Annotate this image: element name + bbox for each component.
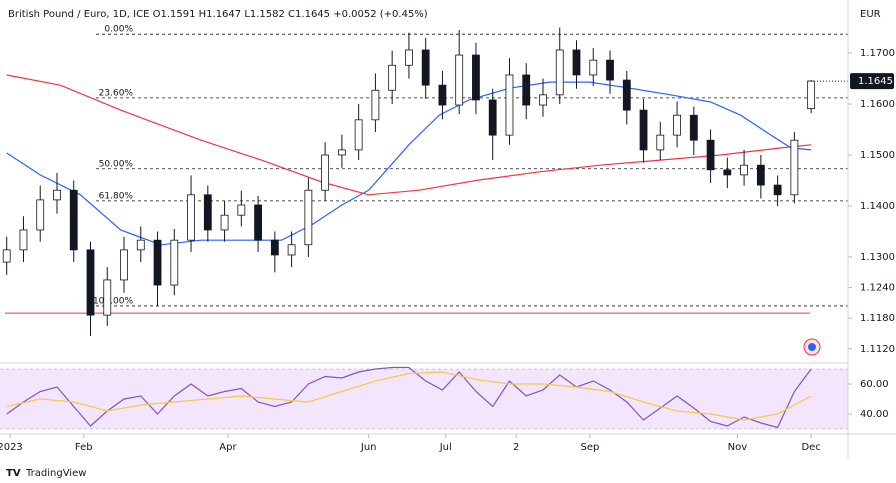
candle-body: [304, 189, 313, 246]
y-tick-label: 1.1240: [860, 283, 895, 294]
candle-body: [639, 109, 648, 151]
candle-body: [170, 239, 179, 286]
candle-body: [438, 84, 447, 106]
candle-body: [572, 49, 581, 76]
currency: EUR: [860, 9, 881, 20]
candle-body: [622, 79, 631, 111]
candle-body: [388, 64, 397, 91]
candle-body: [555, 49, 564, 96]
panes: 1.1700 1.1600 1.1500 1.1400 1.1300 1.1240 1.11…: [0, 25, 895, 453]
candle-body: [405, 49, 413, 66]
candle-body: [589, 59, 598, 76]
line-series: [6, 366, 812, 429]
x-tick-label: Dec: [801, 442, 820, 453]
candle-body: [656, 134, 665, 151]
candle-body: [220, 214, 229, 231]
y-tick-label: 1.1300: [860, 252, 895, 263]
candle-body: [790, 139, 799, 196]
candle-body: [522, 74, 531, 106]
price-label-box: [850, 73, 894, 90]
candle-body: [505, 74, 514, 136]
candle-body: [689, 114, 698, 141]
y-tick-label: 1.1700: [860, 48, 895, 59]
candle-body: [36, 199, 45, 231]
header: British Pound / Euro, 1D, ICE O1.1591 H1…: [8, 9, 428, 20]
candle-body: [187, 194, 195, 241]
alert-icon-dot: [808, 343, 816, 351]
candle-body: [86, 249, 95, 316]
logo-mark: 𝗧𝗩: [6, 468, 21, 479]
candle-body: [53, 189, 61, 201]
fib-label: 61.80%: [99, 191, 134, 201]
candle-body: [120, 249, 128, 281]
x-tick-label: Sep: [580, 442, 599, 453]
candle-body: [254, 204, 262, 241]
candle-body: [337, 149, 346, 156]
candle-body: [472, 54, 480, 101]
line-series: [6, 74, 812, 196]
candle-body: [2, 249, 11, 263]
candle-body: [606, 59, 614, 81]
candle-body: [773, 184, 782, 196]
brand: TradingView: [25, 468, 86, 479]
x-tick-label: 2: [513, 442, 519, 453]
candle-body: [455, 54, 464, 106]
candle-body: [237, 204, 246, 216]
candle-body: [740, 164, 748, 176]
y-tick-label: 1.1500: [860, 150, 895, 161]
fib-label: 0.00%: [104, 25, 133, 35]
candle-body: [287, 244, 296, 256]
candle-body: [69, 189, 78, 251]
y-tick-label: 1.1600: [860, 99, 895, 110]
candle-body: [539, 94, 547, 106]
candle-body: [321, 154, 330, 191]
candle-body: [153, 239, 162, 286]
candle-body: [270, 239, 279, 256]
candle-body: [706, 139, 715, 171]
x-tick-label: Nov: [728, 442, 748, 453]
candle-body: [756, 164, 765, 186]
y-tick-label: 60.00: [860, 379, 889, 390]
y-tick-label: 40.00: [860, 409, 889, 420]
x-tick-label: Feb: [75, 442, 93, 453]
fib-label: 23.60%: [99, 88, 134, 98]
price-label: 1.1645: [858, 76, 893, 87]
y-tick-label: 1.1180: [860, 313, 895, 324]
fib-label: 50.00%: [99, 159, 134, 169]
fib-label: 100.00%: [93, 296, 133, 306]
candle-body: [103, 279, 112, 316]
candle-body: [371, 89, 380, 121]
candle-body: [203, 194, 212, 231]
candle-body: [354, 119, 363, 151]
x-tick-label: Jul: [439, 442, 452, 453]
y-tick-label: 1.1400: [860, 201, 895, 212]
candle-body: [421, 49, 430, 86]
x-tick-label: 2023: [0, 442, 23, 453]
candle-body: [723, 169, 732, 176]
candle-body: [19, 229, 28, 251]
line-series: [6, 371, 812, 421]
candle-body: [673, 114, 681, 136]
candle-body: [136, 239, 145, 251]
candle-body: [488, 99, 497, 136]
candle-body: [807, 80, 816, 110]
x-tick-label: Apr: [219, 442, 237, 453]
y-tick-label: 1.1120: [860, 344, 895, 355]
x-tick-label: Jun: [360, 442, 377, 453]
